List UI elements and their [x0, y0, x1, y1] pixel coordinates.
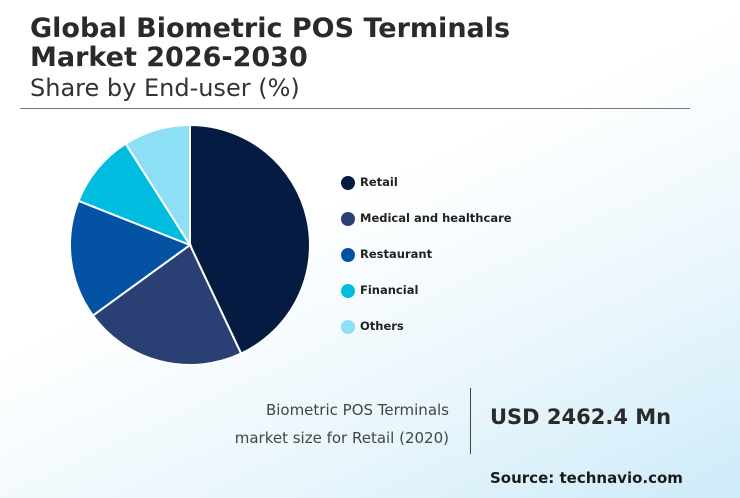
page-subtitle: Share by End-user (%) — [30, 74, 300, 102]
market-size-caption: Biometric POS Terminals market size for … — [235, 396, 449, 452]
market-size-caption-line-1: Biometric POS Terminals — [265, 401, 449, 419]
legend-item: Others — [341, 316, 512, 352]
header-divider — [20, 108, 690, 109]
legend-swatch — [341, 320, 355, 334]
legend-swatch — [341, 212, 355, 226]
pie-slice-medical-and-healthcare — [91, 243, 243, 366]
legend-label: Financial — [360, 283, 419, 297]
legend-swatch — [341, 284, 355, 298]
title-line-2: Market 2026-2030 — [30, 42, 308, 73]
caption-separator — [470, 388, 471, 454]
chart-legend: Retail Medical and healthcare Restaurant Fi… — [341, 172, 512, 352]
legend-label: Others — [360, 319, 404, 333]
legend-swatch — [341, 176, 355, 190]
legend-item: Medical and healthcare — [341, 208, 512, 244]
legend-label: Restaurant — [360, 247, 433, 261]
pie-slice-restaurant — [69, 199, 193, 317]
pie-slice-retail — [189, 123, 311, 355]
legend-item: Financial — [341, 280, 512, 316]
legend-item: Restaurant — [341, 244, 512, 280]
source-credit: Source: technavio.com — [490, 469, 683, 487]
market-size-caption-line-2: market size for Retail (2020) — [234, 429, 449, 447]
legend-label: Medical and healthcare — [360, 211, 512, 225]
market-size-value: USD 2462.4 Mn — [490, 405, 672, 429]
legend-swatch — [341, 248, 355, 262]
title-line-1: Global Biometric POS Terminals — [30, 13, 511, 44]
pie-slice-others — [124, 123, 191, 249]
page-title: Global Biometric POS Terminals Market 20… — [30, 14, 510, 72]
legend-label: Retail — [360, 175, 398, 189]
pie-slice-financial — [77, 142, 193, 248]
legend-item: Retail — [341, 172, 512, 208]
